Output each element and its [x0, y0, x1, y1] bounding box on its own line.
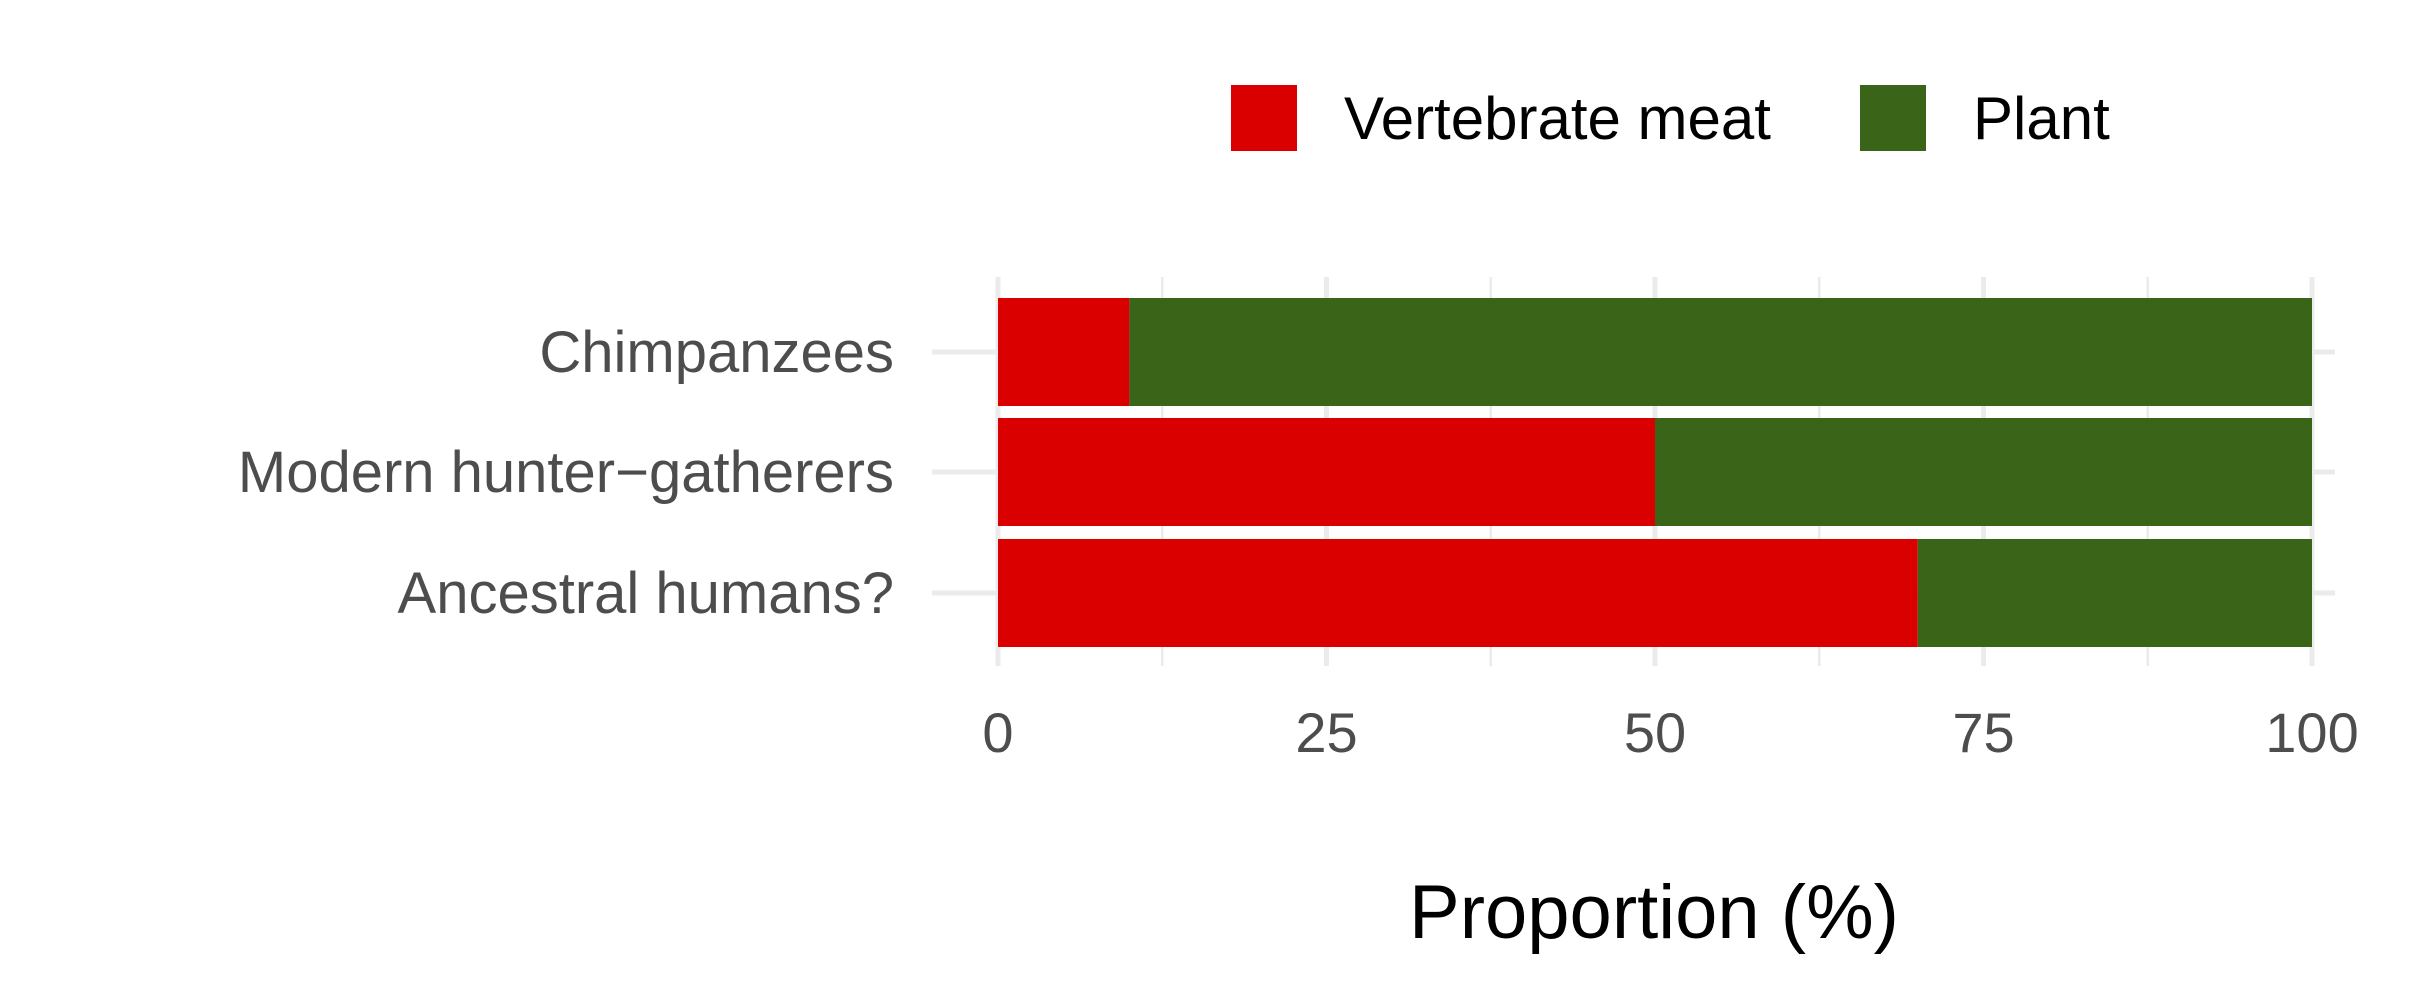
x-tick-label: 75	[1952, 701, 2014, 764]
bars	[998, 298, 2312, 647]
x-axis-ticks: 0 25 50 75 100	[982, 701, 2358, 764]
x-tick-label: 0	[982, 701, 1013, 764]
bar-segment-plant	[1129, 298, 2312, 406]
x-tick-label: 50	[1624, 701, 1686, 764]
y-axis-label: Modern hunter−gatherers	[238, 440, 894, 505]
y-axis-label: Chimpanzees	[539, 320, 894, 385]
legend: Vertebrate meat Plant	[1231, 85, 2110, 152]
legend-label: Vertebrate meat	[1344, 85, 1771, 152]
x-axis-title: Proportion (%)	[1409, 870, 1899, 955]
bar-segment-plant	[1917, 539, 2312, 647]
legend-swatch	[1860, 85, 1926, 151]
y-axis-label: Ancestral humans?	[398, 561, 894, 626]
x-tick-label: 100	[2265, 701, 2358, 764]
bar-segment-meat	[998, 418, 1655, 526]
legend-label: Plant	[1973, 85, 2110, 152]
x-tick-label: 25	[1295, 701, 1357, 764]
bar-segment-meat	[998, 539, 1918, 647]
bar-segment-plant	[1655, 418, 2312, 526]
legend-swatch	[1231, 85, 1297, 151]
bar-segment-meat	[998, 298, 1130, 406]
y-axis-labels: Chimpanzees Modern hunter−gatherers Ancest…	[238, 320, 894, 626]
